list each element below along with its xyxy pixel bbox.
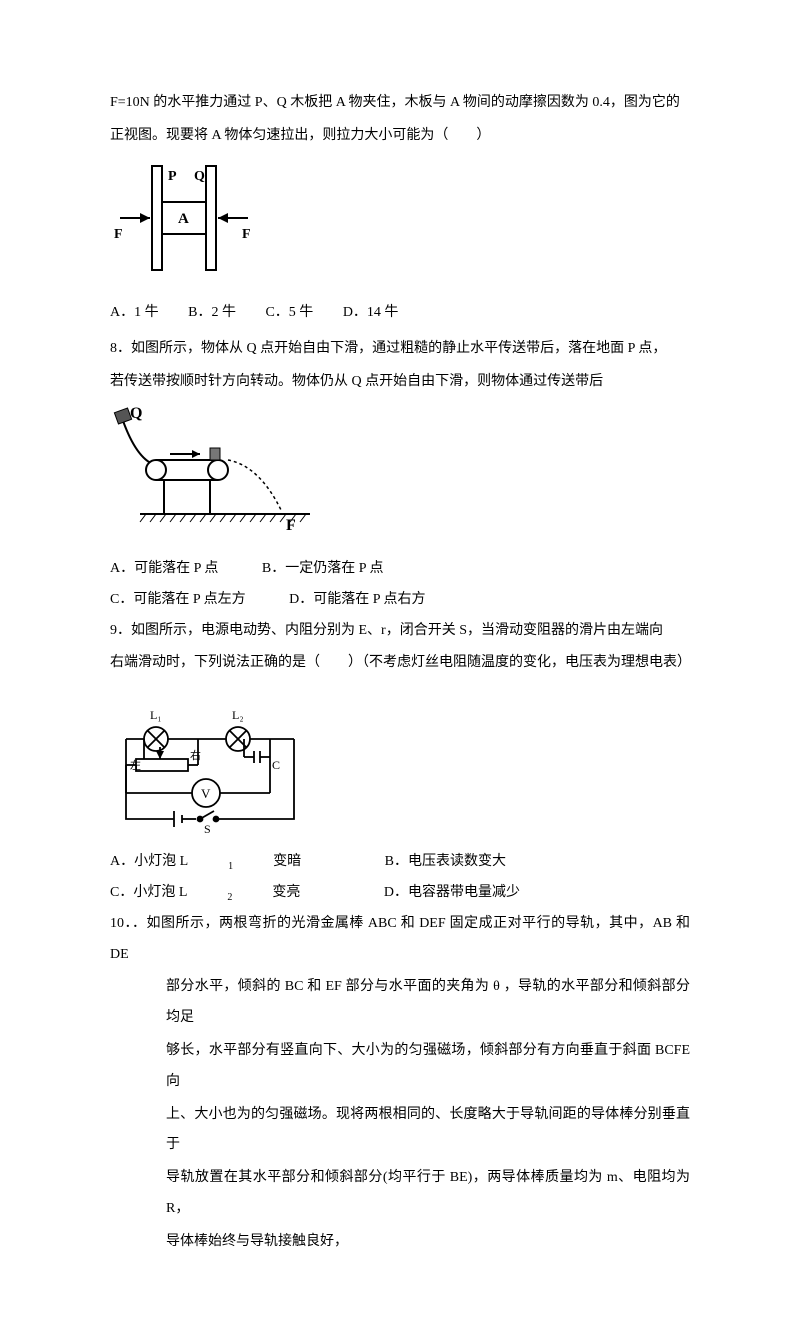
q9-options-row1: A．小灯泡 L1 变暗 B．电压表读数变大 [110, 847, 690, 878]
q7-label-f-right: F [242, 227, 251, 242]
q8-opt-c: C．可能落在 P 点左方 [110, 585, 246, 616]
q9-opt-b: B．电压表读数变大 [385, 847, 506, 878]
q8-opt-b: B．一定仍落在 P 点 [262, 554, 384, 585]
q7-opt-a: A．1 牛 [110, 305, 159, 320]
q9-label-l2: L₂ [232, 708, 244, 722]
q9-opt-c: C．小灯泡 L2 变亮 [110, 878, 340, 909]
q10-line6: 导体棒始终与导轨接触良好， [110, 1227, 690, 1258]
q8-opt-d: D．可能落在 P 点右方 [289, 585, 425, 616]
q9-label-right: 右 [190, 748, 201, 762]
q7-label-f-left: F [114, 227, 123, 242]
q7-figure: P Q A F F [110, 158, 690, 288]
q9-line2: 右端滑动时，下列说法正确的是（ ）（不考虑灯丝电阻随温度的变化，电压表为理想电表… [110, 648, 690, 679]
q10-line1: 10．．如图所示，两根弯折的光滑金属棒 ABC 和 DEF 固定成正对平行的导轨… [110, 909, 690, 971]
q10-line5: 导轨放置在其水平部分和倾斜部分(均平行于 BE)，两导体棒质量均为 m、电阻均为… [110, 1163, 690, 1225]
q10-line2: 部分水平，倾斜的 BC 和 EF 部分与水平面的夹角为 θ ，导轨的水平部分和倾… [110, 972, 690, 1034]
q10-line3: 够长，水平部分有竖直向下、大小为的匀强磁场，倾斜部分有方向垂直于斜面 BCFE … [110, 1036, 690, 1098]
q9-label-c: C [272, 758, 280, 772]
q7-opt-b: B．2 牛 [188, 305, 236, 320]
q8-options-row2: C．可能落在 P 点左方 D．可能落在 P 点右方 [110, 585, 690, 616]
q7-label-a: A [178, 211, 189, 227]
q9-label-l1: L₁ [150, 708, 162, 722]
q8-figure: Q [110, 404, 690, 544]
q9-figure: S L₁ L₂ V [110, 697, 690, 837]
q7-label-q: Q [194, 169, 205, 184]
q8-label-f: F [286, 517, 296, 534]
q8-line2: 若传送带按顺时针方向转动。物体仍从 Q 点开始自由下滑，则物体通过传送带后 [110, 367, 690, 398]
q9-options-row2: C．小灯泡 L2 变亮 D．电容器带电量减少 [110, 878, 690, 909]
q8-line1: 8．如图所示，物体从 Q 点开始自由下滑，通过粗糙的静止水平传送带后，落在地面 … [110, 334, 690, 365]
q9-opt-a: A．小灯泡 L1 变暗 [110, 847, 341, 878]
q7-label-p: P [168, 169, 177, 184]
q9-opt-d: D．电容器带电量减少 [384, 878, 520, 909]
q7-opt-d: D．14 牛 [343, 305, 399, 320]
q9-label-s: S [204, 822, 211, 836]
q10-line4: 上、大小也为的匀强磁场。现将两根相同的、长度略大于导轨间距的导体棒分别垂直于 [110, 1100, 690, 1162]
q7-line2: 正视图。现要将 A 物体匀速拉出，则拉力大小可能为（ ） [110, 121, 690, 152]
q9-label-v: V [201, 786, 211, 801]
q8-opt-a: A．可能落在 P 点 [110, 554, 218, 585]
q8-label-q: Q [130, 405, 142, 422]
q7-line1: F=10N 的水平推力通过 P、Q 木板把 A 物夹住，木板与 A 物间的动摩擦… [110, 88, 690, 119]
q8-options-row1: A．可能落在 P 点 B．一定仍落在 P 点 [110, 554, 690, 585]
q7-opt-c: C．5 牛 [265, 305, 313, 320]
q7-options: A．1 牛 B．2 牛 C．5 牛 D．14 牛 [110, 298, 690, 329]
q9-line1: 9．如图所示，电源电动势、内阻分别为 E、r，闭合开关 S，当滑动变阻器的滑片由… [110, 616, 690, 647]
